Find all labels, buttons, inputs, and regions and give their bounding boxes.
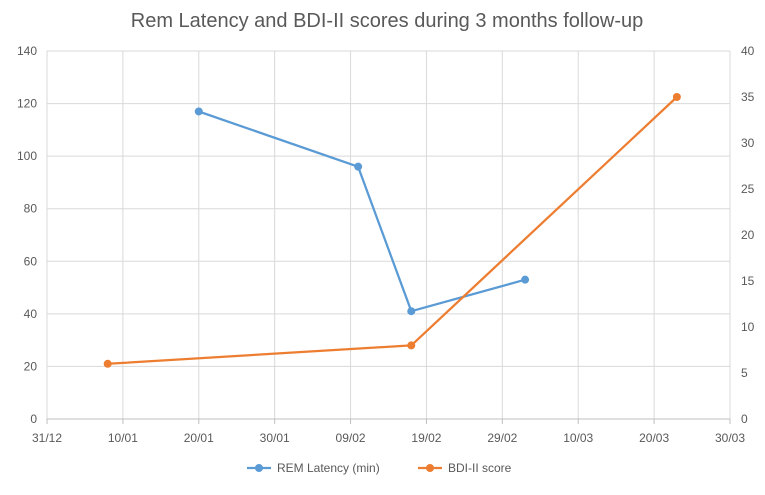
x-tick-label: 20/01 (184, 431, 214, 445)
data-point (103, 359, 112, 368)
y-left-tick-label: 40 (24, 307, 38, 321)
x-tick-label: 20/03 (639, 431, 669, 445)
legend-label: BDI-II score (448, 461, 512, 475)
legend: REM Latency (min) BDI-II score (247, 461, 512, 475)
y-right-tick-label: 35 (741, 90, 755, 104)
x-tick-label: 30/03 (715, 431, 745, 445)
y-right-tick-label: 15 (741, 274, 755, 288)
y-right-tick-label: 5 (741, 366, 748, 380)
x-tick-label: 10/01 (108, 431, 138, 445)
data-point (194, 107, 203, 116)
y-left-tick-label: 20 (24, 359, 38, 373)
y-left-axis-ticks: 0 20 40 60 80 100 120 140 (17, 44, 37, 426)
series-line (198, 110, 526, 313)
x-tick-label: 29/02 (487, 431, 517, 445)
y-left-tick-label: 100 (17, 149, 37, 163)
series-line (107, 96, 678, 365)
chart-title: Rem Latency and BDI-II scores during 3 m… (131, 10, 643, 32)
y-left-tick-label: 60 (24, 254, 38, 268)
x-tick-label: 30/01 (260, 431, 290, 445)
y-right-tick-label: 0 (741, 412, 748, 426)
y-left-tick-label: 140 (17, 44, 37, 58)
y-right-tick-label: 10 (741, 320, 755, 334)
legend-swatch-marker (426, 464, 434, 472)
y-left-tick-label: 80 (24, 202, 38, 216)
data-point (354, 162, 363, 171)
x-tick-label: 19/02 (411, 431, 441, 445)
legend-label: REM Latency (min) (277, 461, 380, 475)
y-left-tick-label: 0 (30, 412, 37, 426)
y-right-tick-label: 40 (741, 44, 755, 58)
x-tick-label: 31/12 (32, 431, 62, 445)
y-right-tick-label: 25 (741, 182, 755, 196)
data-point (521, 275, 530, 284)
x-axis-ticks: 31/12 10/01 20/01 30/01 09/02 19/02 29/02 10/03… (32, 431, 745, 445)
axes (46, 418, 731, 424)
legend-swatch-marker (255, 464, 263, 472)
gridlines (46, 50, 731, 419)
x-tick-label: 09/02 (336, 431, 366, 445)
x-tick-label: 10/03 (563, 431, 593, 445)
y-right-tick-label: 30 (741, 136, 755, 150)
y-right-tick-label: 20 (741, 228, 755, 242)
y-left-tick-label: 120 (17, 97, 37, 111)
data-point (407, 307, 416, 316)
data-point (407, 341, 416, 350)
data-point (672, 93, 681, 101)
y-right-axis-ticks: 0 5 10 15 20 25 30 35 40 (741, 44, 755, 426)
series (103, 93, 681, 368)
